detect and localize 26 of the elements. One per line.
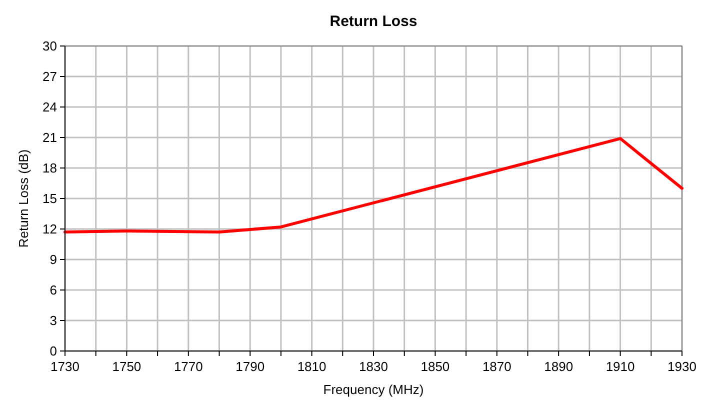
chart-title: Return Loss (330, 13, 418, 30)
x-tick-label: 1730 (50, 359, 80, 374)
y-tick-label: 9 (50, 252, 57, 267)
x-tick-label: 1750 (112, 359, 142, 374)
x-tick-label: 1930 (668, 359, 696, 374)
x-tick-label: 1910 (606, 359, 635, 374)
y-tick-label: 15 (42, 191, 57, 206)
y-tick-label: 24 (42, 100, 57, 114)
y-tick-label: 30 (42, 38, 57, 54)
y-tick-label: 3 (50, 313, 57, 328)
x-tick-label: 1830 (359, 359, 388, 374)
y-tick-label: 12 (42, 222, 57, 236)
y-tick-label: 0 (50, 344, 57, 358)
x-axis-title: Frequency (MHz) (323, 382, 424, 397)
y-axis-title: Return Loss (dB) (16, 149, 31, 248)
y-tick-label: 6 (50, 282, 57, 298)
x-tick-label: 1890 (544, 359, 574, 374)
x-tick-label: 1810 (297, 359, 326, 374)
line-series (64, 137, 684, 234)
x-tick-label: 1770 (174, 359, 203, 374)
x-tick-label: 1850 (420, 359, 450, 374)
y-tick-label: 21 (42, 130, 57, 145)
x-tick-label: 1870 (482, 359, 512, 374)
x-tick-label: 1790 (236, 359, 265, 374)
y-tick-label: 18 (42, 160, 57, 176)
y-tick-label: 27 (42, 69, 57, 84)
